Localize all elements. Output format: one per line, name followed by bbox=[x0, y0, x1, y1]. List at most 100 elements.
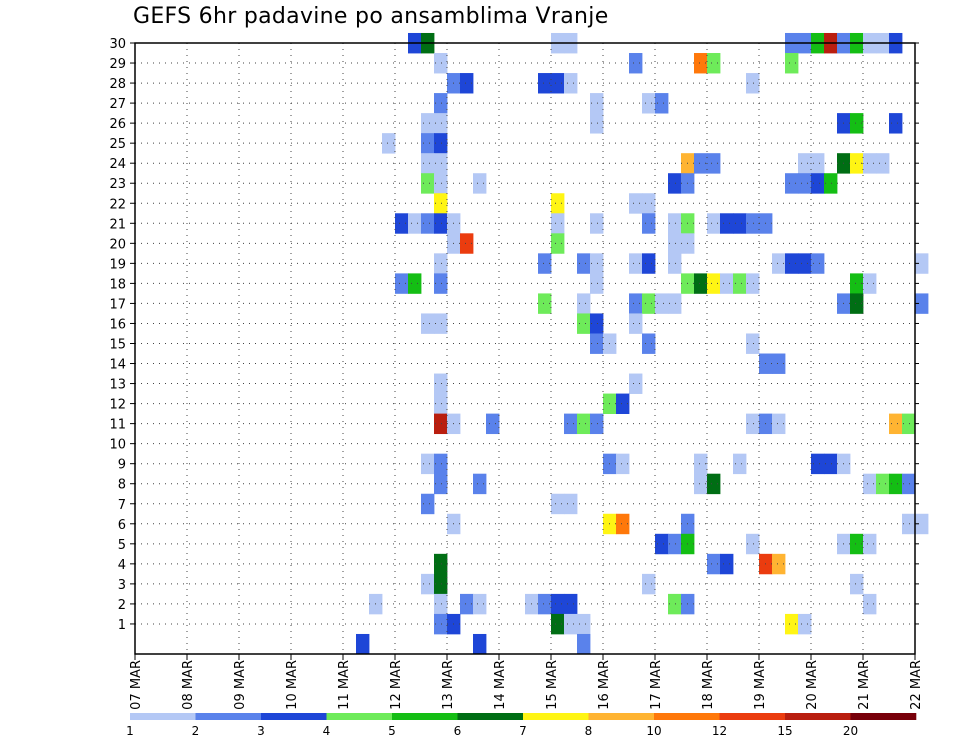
heatmap-cell bbox=[382, 133, 396, 154]
heatmap-cell bbox=[460, 233, 474, 254]
heatmap-cell bbox=[746, 533, 760, 555]
heatmap-cell bbox=[850, 293, 864, 314]
y-tick-label: 7 bbox=[118, 498, 126, 513]
heatmap-cell bbox=[642, 213, 656, 234]
heatmap-cell bbox=[434, 153, 448, 174]
y-tick-label: 1 bbox=[118, 618, 126, 633]
heatmap-cell bbox=[629, 53, 643, 74]
x-tick-label: 12 MAR bbox=[389, 660, 404, 710]
heatmap-cell bbox=[746, 333, 760, 354]
heatmap-cell bbox=[798, 153, 812, 174]
heatmap-cell bbox=[564, 493, 578, 515]
heatmap-cell bbox=[434, 413, 448, 435]
heatmap-cell bbox=[551, 193, 565, 214]
heatmap-cell bbox=[785, 173, 799, 194]
y-tick-label: 11 bbox=[109, 418, 126, 433]
y-tick-label: 6 bbox=[118, 518, 126, 533]
heatmap-cell bbox=[564, 593, 578, 615]
heatmap-cell bbox=[434, 373, 448, 394]
heatmap-cell bbox=[798, 173, 812, 194]
heatmap-cell bbox=[785, 613, 799, 635]
heatmap-cell bbox=[720, 213, 734, 234]
heatmap-cell bbox=[434, 133, 448, 154]
heatmap-cell bbox=[850, 533, 864, 555]
heatmap-cell bbox=[824, 453, 838, 475]
colorbar-label: 8 bbox=[585, 724, 593, 738]
heatmap-cell bbox=[863, 593, 877, 615]
colorbar-label: 4 bbox=[323, 724, 331, 738]
heatmap-cell bbox=[551, 73, 565, 94]
heatmap-cell bbox=[551, 213, 565, 234]
x-tick-label: 15 MAR bbox=[545, 660, 560, 710]
chart-title: GEFS 6hr padavine po ansamblima Vranje bbox=[133, 4, 609, 29]
colorbar-swatch bbox=[261, 713, 327, 720]
y-tick-label: 22 bbox=[109, 197, 126, 212]
heatmap-cell bbox=[629, 193, 643, 214]
y-tick-label: 16 bbox=[109, 317, 126, 332]
heatmap-cell bbox=[564, 413, 578, 435]
colorbar-swatch bbox=[785, 713, 851, 720]
heatmap-cell bbox=[434, 273, 448, 294]
y-tick-label: 20 bbox=[109, 237, 126, 252]
heatmap-cell bbox=[629, 373, 643, 394]
heatmap-cell bbox=[395, 213, 409, 234]
heatmap-cell bbox=[798, 613, 812, 635]
y-tick-label: 21 bbox=[109, 217, 126, 232]
x-tick-label: 21 MAR bbox=[857, 660, 872, 710]
heatmap-cell bbox=[772, 553, 786, 575]
heatmap-cell bbox=[915, 513, 929, 535]
heatmap-cell bbox=[746, 413, 760, 435]
heatmap-cell bbox=[421, 493, 435, 515]
heatmap-cell bbox=[564, 73, 578, 94]
heatmap-cell bbox=[720, 273, 734, 294]
y-tick-label: 26 bbox=[109, 117, 126, 132]
colorbar-label: 15 bbox=[777, 724, 792, 738]
colorbar-swatch bbox=[588, 713, 655, 720]
heatmap-cell bbox=[590, 113, 604, 134]
colorbar-swatch bbox=[719, 713, 786, 720]
y-tick-label: 5 bbox=[118, 538, 126, 553]
heatmap-cell bbox=[434, 453, 448, 475]
heatmap-cell bbox=[772, 413, 786, 435]
heatmap-cell bbox=[720, 553, 734, 575]
y-tick-label: 24 bbox=[109, 157, 126, 172]
heatmap-cell bbox=[694, 473, 708, 495]
heatmap-cell bbox=[785, 253, 799, 274]
heatmap-cell bbox=[408, 273, 422, 294]
heatmap-cell bbox=[434, 253, 448, 274]
heatmap-cell bbox=[876, 153, 890, 174]
y-tick-label: 28 bbox=[109, 77, 126, 92]
heatmap-cell bbox=[915, 293, 929, 314]
heatmap-cell bbox=[642, 93, 656, 114]
heatmap-cell bbox=[772, 353, 786, 374]
colorbar-swatch bbox=[195, 713, 262, 720]
heatmap-cell bbox=[590, 273, 604, 294]
heatmap-cell bbox=[551, 613, 565, 635]
x-tick-label: 17 MAR bbox=[649, 660, 664, 710]
y-tick-label: 17 bbox=[109, 297, 126, 312]
heatmap-cell bbox=[551, 593, 565, 615]
heatmap-cell bbox=[590, 333, 604, 354]
heatmap-cell bbox=[746, 73, 760, 94]
heatmap-cell bbox=[902, 413, 916, 435]
x-tick-label: 10 MAR bbox=[285, 660, 300, 710]
y-tick-label: 3 bbox=[118, 578, 126, 593]
heatmap-cell bbox=[850, 113, 864, 134]
heatmap-cell bbox=[590, 93, 604, 114]
heatmap-cell bbox=[421, 133, 435, 154]
heatmap-cell bbox=[694, 153, 708, 174]
heatmap-cell bbox=[889, 113, 903, 134]
heatmap-cell bbox=[629, 313, 643, 334]
heatmap-cell bbox=[850, 153, 864, 174]
y-tick-label: 13 bbox=[109, 378, 126, 393]
colorbar-swatch bbox=[523, 713, 589, 720]
heatmap-cell bbox=[421, 213, 435, 234]
heatmap-cell bbox=[772, 253, 786, 274]
heatmap-cell bbox=[421, 453, 435, 475]
colorbar-label: 3 bbox=[257, 724, 265, 738]
y-tick-label: 30 bbox=[109, 37, 126, 52]
x-tick-label: 07 MAR bbox=[129, 660, 144, 710]
heatmap-cell bbox=[694, 53, 708, 74]
heatmap-cell bbox=[824, 173, 838, 194]
